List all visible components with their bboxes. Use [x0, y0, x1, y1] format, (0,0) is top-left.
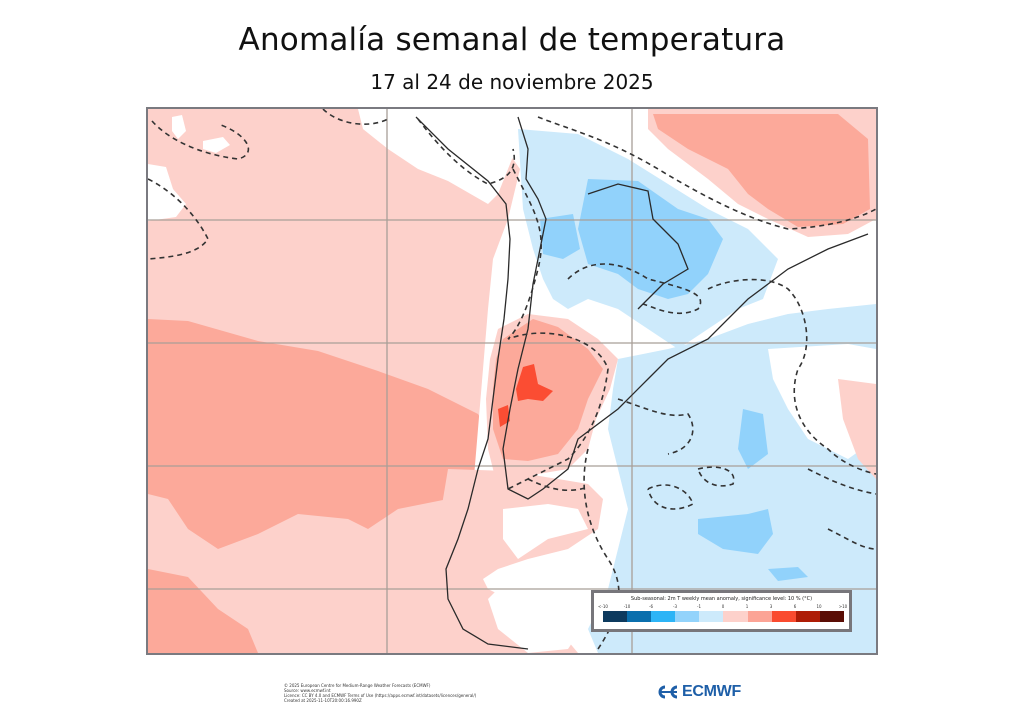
logo-text: ECMWF	[682, 683, 741, 700]
ecmwf-logo-icon	[658, 685, 678, 699]
legend-tick: 0	[721, 604, 725, 609]
legend-swatch	[723, 611, 748, 622]
lat-lon-gridlines	[148, 109, 876, 653]
legend-swatch	[771, 611, 796, 622]
legend-title: Sub-seasonal: 2m T weekly mean anomaly, …	[630, 596, 813, 602]
legend-swatch	[651, 611, 676, 622]
brazil-warm-area	[653, 114, 870, 227]
legend-tick: 3	[769, 604, 773, 609]
legend-tick: -6	[649, 604, 653, 609]
legend-swatch	[627, 611, 652, 622]
legend-tick: 1	[745, 604, 749, 609]
legend-ticks: <-10 -10 -6 -3 -1 0 1 3 6 10 >10	[598, 604, 848, 610]
ecmwf-logo: ECMWF	[657, 683, 741, 701]
argentina-hot-spot	[516, 364, 553, 401]
legend-swatch	[699, 611, 724, 622]
legend-tick: <-10	[598, 604, 608, 609]
map-canvas	[148, 109, 876, 653]
legend-swatch	[819, 611, 844, 622]
legend-tick: 10	[816, 604, 822, 609]
coastlines	[415, 116, 869, 650]
legend-swatch	[603, 611, 628, 622]
credit-line: Source: www.ecmwf.int	[284, 688, 331, 693]
legend-swatch	[795, 611, 820, 622]
legend-tick: 6	[793, 604, 797, 609]
temperature-anomaly-map: Sub-seasonal: 2m T weekly mean anomaly, …	[146, 107, 878, 655]
credits-text: © 2025 European Centre for Medium-Range …	[284, 683, 476, 703]
legend-tick: >10	[838, 604, 848, 609]
color-legend: Sub-seasonal: 2m T weekly mean anomaly, …	[591, 590, 852, 632]
map-title: Anomalía semanal de temperatura	[238, 22, 786, 58]
legend-swatch	[675, 611, 700, 622]
credit-line: Created at 2025-11-10T20:00:16.990Z	[284, 698, 362, 703]
credit-line: © 2025 European Centre for Medium-Range …	[284, 683, 431, 688]
map-subtitle: 17 al 24 de noviembre 2025	[370, 70, 654, 94]
legend-swatch	[747, 611, 772, 622]
legend-color-bar	[603, 611, 844, 622]
legend-tick: -3	[673, 604, 677, 609]
pacific-warm-band	[148, 319, 498, 549]
legend-tick: -10	[623, 604, 631, 609]
legend-tick: -1	[697, 604, 701, 609]
credit-line: Licence: CC BY 4.0 and ECMWF Terms of Us…	[284, 693, 477, 698]
